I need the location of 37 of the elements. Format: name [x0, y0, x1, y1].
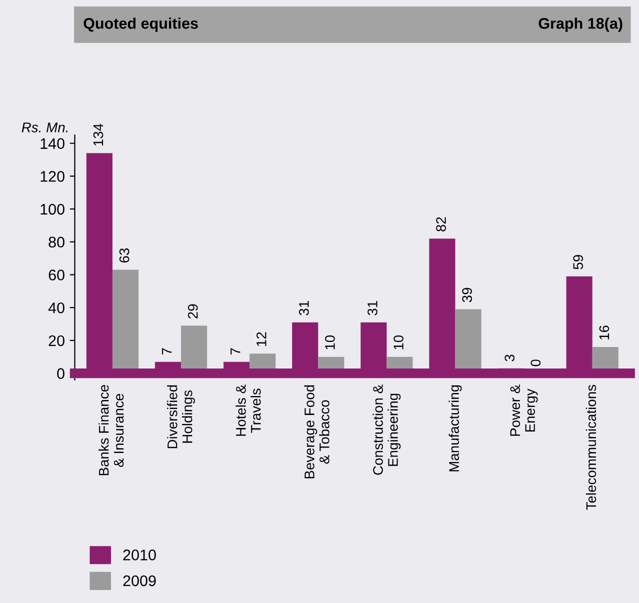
- y-tick-label: 60: [48, 270, 64, 280]
- x-tick-label: Power & Energy: [510, 384, 538, 436]
- x-tick-label: Construction & Engineering: [372, 384, 401, 475]
- x-tick-label: Telecommunications: [586, 384, 596, 510]
- data-label: 12: [256, 332, 266, 346]
- data-label: 63: [119, 248, 130, 263]
- data-label: 16: [599, 326, 610, 340]
- data-label: 31: [368, 301, 378, 316]
- data-label: 39: [462, 288, 472, 302]
- x-tick-label: Hotels & Travels: [236, 384, 261, 436]
- x-tick-label: Manufacturing: [448, 385, 462, 472]
- data-label: 10: [394, 335, 404, 350]
- caption: Graph 18(a): [538, 18, 622, 32]
- x-tick-label: Diversified Holdings: [167, 385, 195, 448]
- data-label: 10: [325, 335, 335, 350]
- data-label: 134: [93, 124, 104, 146]
- data-label: 29: [188, 304, 198, 318]
- y-tick-label: 40: [48, 302, 64, 314]
- y-tick-label: 80: [48, 236, 64, 248]
- y-tick-label: 20: [48, 335, 64, 346]
- chart-title: Quoted equities: [84, 18, 198, 32]
- y-tick-label: 0: [57, 368, 64, 380]
- y-axis-title: Rs. Mn.: [22, 122, 68, 132]
- x-tick-label: Banks Finance & Insurance: [98, 385, 124, 476]
- x-tick-label: Beverage Food & Tobacco: [304, 385, 330, 478]
- data-label: 0: [530, 360, 541, 366]
- y-tick-label: 140: [40, 138, 64, 149]
- data-label: 3: [504, 354, 514, 362]
- legend-label: 2010: [123, 550, 156, 560]
- data-label: 7: [162, 348, 172, 355]
- y-tick-label: 120: [40, 171, 64, 182]
- data-label: 31: [299, 301, 309, 316]
- data-label: 59: [573, 255, 584, 270]
- data-label: 7: [230, 348, 240, 355]
- data-label: 82: [436, 217, 446, 232]
- legend-label: 2009: [123, 575, 156, 586]
- y-tick-label: 100: [40, 204, 64, 215]
